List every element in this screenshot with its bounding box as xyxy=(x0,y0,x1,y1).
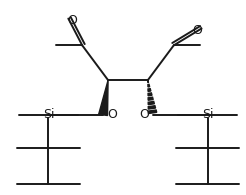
Polygon shape xyxy=(148,110,157,113)
Polygon shape xyxy=(148,101,154,105)
Polygon shape xyxy=(148,106,155,109)
Polygon shape xyxy=(148,84,150,87)
Text: Si: Si xyxy=(43,108,54,121)
Text: O: O xyxy=(139,108,149,121)
Text: O: O xyxy=(107,108,117,121)
Polygon shape xyxy=(148,80,149,82)
Polygon shape xyxy=(148,89,151,91)
Text: O: O xyxy=(193,24,202,37)
Text: Si: Si xyxy=(202,108,213,121)
Polygon shape xyxy=(148,93,152,96)
Polygon shape xyxy=(99,80,108,115)
Text: O: O xyxy=(67,14,77,27)
Polygon shape xyxy=(148,97,153,100)
